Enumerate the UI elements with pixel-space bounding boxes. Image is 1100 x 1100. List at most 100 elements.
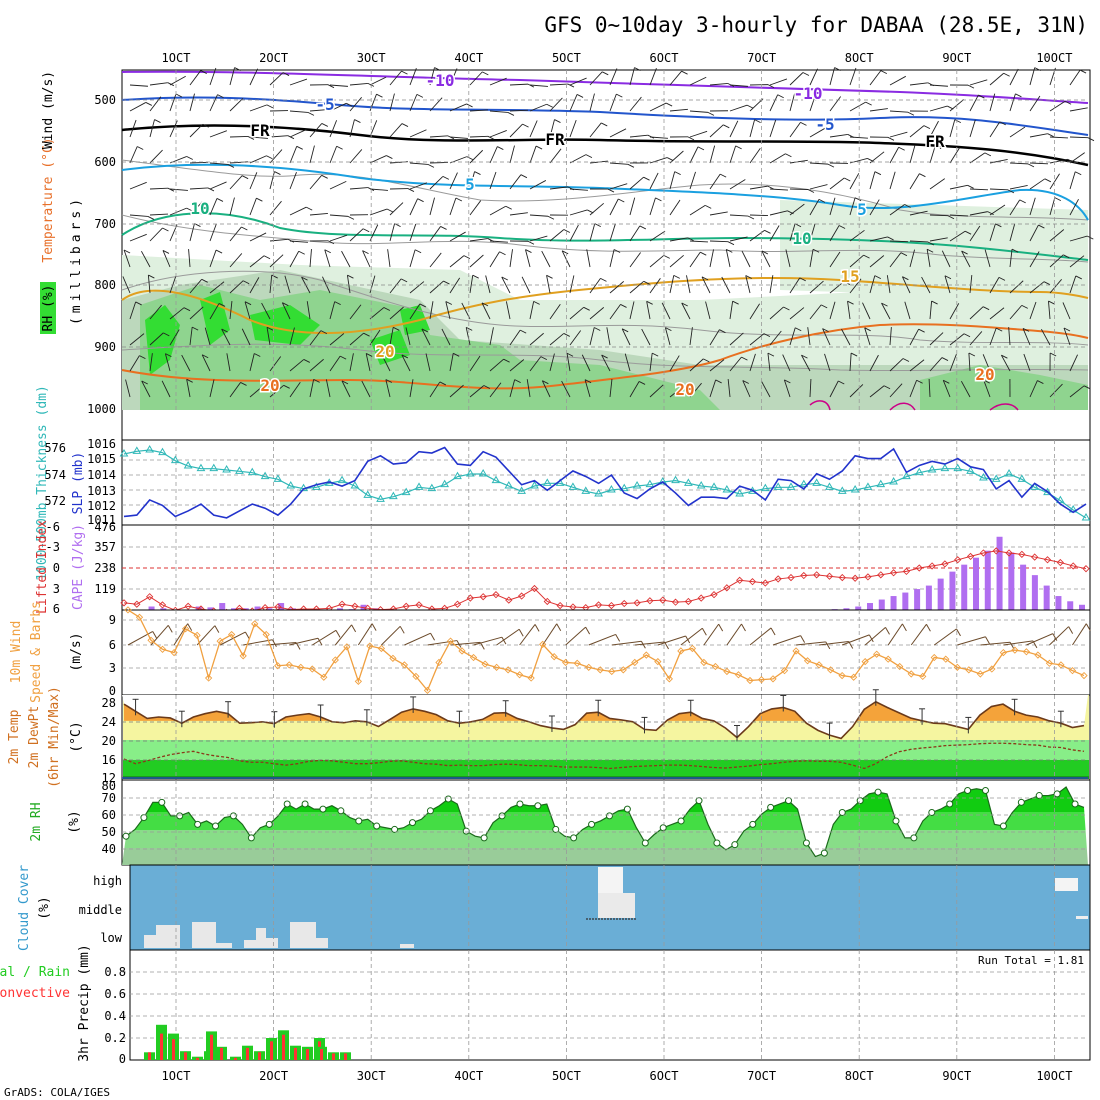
wind-barb [169,329,180,346]
wind10m-speed-point [942,655,950,663]
wind-barb [369,329,381,346]
date-tick-bottom: 5OCT [552,1069,581,1083]
wind10m-barb [772,635,801,646]
isotherm-labels: -10 -10 -5 -5 FR FR FR 5 5 10 10 15 20 20 20 20 [189,70,996,401]
wind-barb [929,237,948,242]
wind-barb-flag [621,328,629,333]
wind-barb [1029,301,1037,320]
wind-barb [949,184,968,190]
rh-point [158,798,166,806]
wind-barb [889,131,908,138]
lifted-index-point [736,576,744,584]
wind10m-speed-point [504,666,512,674]
wind-barb [189,161,209,164]
wind-barb [1041,328,1051,346]
wind-barb [929,214,949,217]
wind-barb [929,332,944,346]
precip-conv-bar [344,1053,347,1060]
axis-tick-label: 3 [109,661,116,675]
wind-barb-flag [926,248,934,253]
thickness-point [645,479,655,488]
thickness-point [119,449,129,457]
cape-bar [1031,575,1038,610]
isotherm [889,402,916,411]
temp2m-unit: (°C) [69,721,84,752]
lifted-index-point [1069,562,1077,570]
thickness-point [401,487,411,496]
wind-barb [269,384,284,398]
wind-barb-flag [563,229,571,233]
rh-point [1053,790,1061,798]
precip-conv-bar [196,1057,199,1060]
wind-barb [409,249,416,268]
thickness-point [735,489,745,497]
wind-barb [709,359,725,372]
wind-barb-flag [847,300,854,305]
wind-barb [649,68,657,86]
wind-barb [309,358,324,372]
thickness-point [966,466,975,474]
wind-barb [289,146,298,164]
wind-barb [689,358,704,372]
wind-barb-flag [567,83,575,88]
rh-point [1071,800,1079,808]
wind-barb [449,103,467,112]
wind-barb [829,177,845,190]
wind-barb-flag [386,208,394,213]
wind-barb [849,67,857,86]
wind-barb [629,301,635,320]
wind-barb [505,301,511,320]
wind-barb-flag [594,223,601,228]
isotherm-label: 5 [857,200,867,219]
wind-barb [869,151,885,164]
wind10m-speed-point [769,675,777,683]
wind-barb [942,380,951,398]
wind-barb [209,181,227,190]
wind-barb-flag [401,70,408,75]
wind10m-barb [657,635,686,646]
wind-barb [609,128,627,138]
wind-barb [289,78,308,86]
wind-barb [822,328,831,346]
wind-barb [649,172,659,190]
wind10m-barb-flag [187,623,193,631]
wind-barb [969,306,984,320]
rh-point [283,800,291,808]
cape-bar [925,585,932,610]
wind-barb [389,202,404,216]
wind-barb-flag [727,241,735,246]
wind-barb [429,135,448,138]
wind-barb [129,119,137,138]
wind-barb [783,379,791,398]
wind-barb [982,354,991,372]
wind-barb [329,333,345,346]
wind-barb [123,249,131,268]
wind-barb [309,109,328,112]
wind-barb [549,119,555,138]
wind-barb [229,280,244,294]
wind-barb [881,302,891,320]
wind-barb [429,381,441,398]
wind-barb [909,145,916,164]
cloud-low-bar [168,925,180,948]
rh-point [749,820,757,828]
wind-barb-flag [584,379,592,384]
wind-barb [1069,152,1085,164]
wind-barb [1009,68,1019,86]
wind-barb [284,275,291,294]
wind-barb [909,210,928,216]
cloud-low-bar [266,938,278,948]
wind-barb-flag [341,380,349,385]
wind-barb [609,304,621,320]
cloud-low-bar [316,938,328,948]
wind10m-barb [381,625,401,646]
wind-barb [189,327,193,346]
cape-bar [160,608,167,610]
wind10m-speed-point [423,686,432,694]
thickness-point [619,483,629,492]
wind10m-speed-point [446,637,455,645]
wind-barb [729,236,748,242]
isotherm [121,277,1089,335]
wind10m-speed-point [930,653,938,662]
wind-barb [509,123,523,138]
